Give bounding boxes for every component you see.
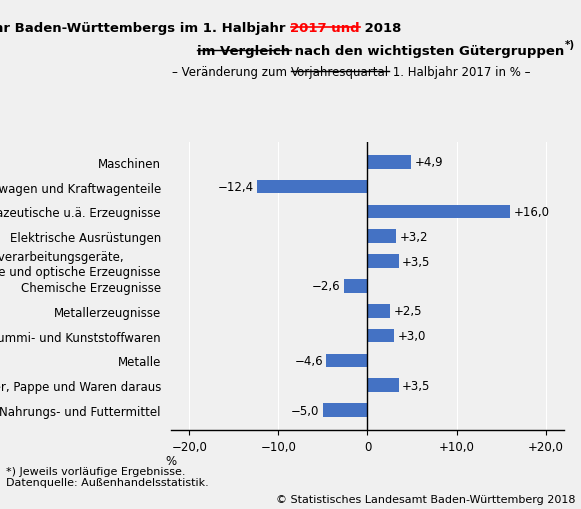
Text: – Veränderung zum: – Veränderung zum (172, 66, 290, 79)
Text: −2,6: −2,6 (312, 280, 340, 293)
Bar (367, 205, 510, 219)
Text: %: % (166, 455, 177, 468)
Text: +4,9: +4,9 (415, 156, 443, 169)
Text: −12,4: −12,4 (217, 181, 253, 194)
Bar (345, 279, 367, 293)
Text: im Vergleich: im Vergleich (198, 44, 290, 58)
Text: +3,5: +3,5 (402, 255, 431, 268)
Text: +3,2: +3,2 (400, 230, 428, 243)
Bar (367, 156, 411, 169)
Text: +2,5: +2,5 (393, 304, 422, 318)
Text: +3,0: +3,0 (398, 329, 426, 343)
Text: *) Jeweils vorläufige Ergebnisse.
Datenquelle: Außenhandelsstatistik.: *) Jeweils vorläufige Ergebnisse. Datenq… (6, 466, 209, 487)
Text: Vorjahresquartal: Vorjahresquartal (290, 66, 389, 79)
Bar (367, 230, 396, 244)
Text: Ausfuhr Baden-Württembergs im 1. Halbjahr: Ausfuhr Baden-Württembergs im 1. Halbjah… (0, 21, 290, 35)
Text: +3,5: +3,5 (402, 379, 431, 392)
Text: *): *) (565, 40, 575, 50)
Text: © Statistisches Landesamt Baden-Württemberg 2018: © Statistisches Landesamt Baden-Württemb… (276, 494, 575, 504)
Text: −5,0: −5,0 (291, 404, 320, 417)
Text: 2018: 2018 (360, 21, 401, 35)
Text: 2017 und: 2017 und (290, 21, 360, 35)
Text: nach den wichtigsten Gütergruppen: nach den wichtigsten Gütergruppen (290, 44, 565, 58)
Text: +16,0: +16,0 (514, 206, 550, 218)
Text: 1. Halbjahr 2017 in % –: 1. Halbjahr 2017 in % – (389, 66, 530, 79)
Bar (367, 254, 399, 268)
Bar (323, 404, 367, 417)
Bar (327, 354, 367, 367)
Bar (367, 329, 394, 343)
Text: −4,6: −4,6 (295, 354, 323, 367)
Bar (367, 304, 390, 318)
Bar (257, 180, 367, 194)
Bar (367, 379, 399, 392)
